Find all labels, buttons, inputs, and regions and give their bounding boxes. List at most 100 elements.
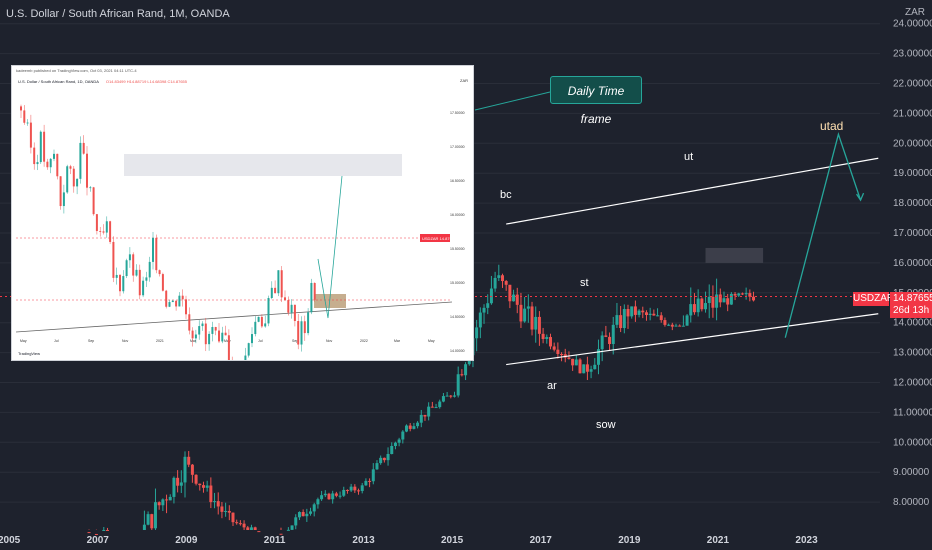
inset-time-tick: May bbox=[428, 339, 435, 343]
candle-body bbox=[412, 426, 416, 429]
candle-body bbox=[312, 504, 316, 512]
inset-candle-body bbox=[204, 323, 207, 345]
inset-price-tick: 15.00000 bbox=[450, 281, 465, 285]
inset-candle-body bbox=[145, 277, 148, 281]
candle-body bbox=[368, 480, 372, 482]
candle-body bbox=[619, 315, 623, 329]
price-tick-label: 17.00000 bbox=[893, 228, 932, 239]
candle-body bbox=[216, 501, 220, 507]
candle-body bbox=[596, 349, 600, 365]
candle-body bbox=[644, 312, 648, 315]
inset-candle-body bbox=[29, 122, 32, 148]
inset-candle-body bbox=[293, 304, 296, 322]
inset-candle-body bbox=[39, 131, 42, 163]
candle-body bbox=[224, 510, 228, 512]
label-sow: sow bbox=[596, 419, 616, 431]
candle-body bbox=[637, 310, 641, 315]
candle-body bbox=[571, 358, 575, 366]
candle-body bbox=[656, 315, 660, 317]
channel-upper-line bbox=[506, 157, 879, 225]
time-tick-label: 2013 bbox=[352, 535, 375, 546]
inset-candle-body bbox=[20, 106, 22, 111]
candle-body bbox=[179, 482, 183, 486]
candle-body bbox=[209, 485, 213, 503]
candle-body bbox=[449, 395, 453, 397]
candle-body bbox=[630, 306, 634, 317]
candle-body bbox=[534, 316, 538, 330]
candle-body bbox=[401, 431, 405, 440]
inset-candle-body bbox=[244, 355, 247, 360]
inset-candle-body bbox=[307, 312, 310, 334]
price-tick-label: 11.00000 bbox=[893, 407, 932, 418]
inset-time-tick: 2022 bbox=[360, 339, 368, 343]
candle-body bbox=[190, 464, 194, 475]
inset-candle-body bbox=[89, 187, 92, 189]
inset-time-tick: Sep bbox=[88, 339, 94, 343]
time-axis[interactable]: 2005 2007 2009 2011 2013 2015 2017 2019 2021 2023 bbox=[0, 535, 818, 546]
candle-body bbox=[416, 422, 420, 427]
candle-body bbox=[678, 325, 682, 327]
candle-body bbox=[497, 275, 501, 278]
candle-body bbox=[316, 499, 320, 505]
inset-price-tick: 14.50000 bbox=[450, 315, 465, 319]
candle-body bbox=[397, 439, 401, 443]
candle-body bbox=[161, 499, 165, 506]
inset-candle-body bbox=[198, 326, 201, 335]
candle-body bbox=[253, 527, 257, 530]
candle-body bbox=[320, 495, 324, 500]
candles bbox=[87, 264, 756, 535]
inset-candle-body bbox=[221, 332, 224, 342]
timeframe-callout[interactable]: Daily Time frame bbox=[550, 76, 642, 126]
candle-body bbox=[633, 306, 637, 315]
candle-body bbox=[393, 442, 397, 446]
candle-body bbox=[242, 523, 246, 528]
candle-body bbox=[345, 489, 349, 491]
candle-body bbox=[737, 293, 741, 296]
time-tick-label: 2019 bbox=[618, 535, 641, 546]
candle-body bbox=[146, 514, 150, 525]
time-tick-label: 2015 bbox=[441, 535, 464, 546]
candle-body bbox=[227, 510, 231, 513]
inset-candle-body bbox=[49, 158, 52, 168]
inset-candle-body bbox=[72, 168, 75, 187]
inset-candle-body bbox=[214, 327, 217, 331]
inset-candle-body bbox=[247, 343, 250, 356]
inset-title-text: U.S. Dollar / South African Rand, 1D, OA… bbox=[18, 79, 99, 84]
inset-candle-body bbox=[23, 110, 26, 123]
inset-candle-body bbox=[267, 297, 270, 324]
inset-time-tick: Jul bbox=[258, 339, 263, 343]
candle-body bbox=[545, 337, 549, 339]
inset-candle-body bbox=[33, 147, 36, 165]
inset-candle-body bbox=[290, 304, 293, 313]
time-tick-label: 2021 bbox=[707, 535, 730, 546]
candle-body bbox=[512, 294, 516, 302]
candle-body bbox=[523, 308, 527, 322]
inset-candle-body bbox=[62, 192, 65, 207]
inset-candle-body bbox=[59, 176, 62, 207]
label-bc: bc bbox=[500, 189, 512, 201]
price-tick-label: 12.00000 bbox=[893, 378, 932, 389]
candle-body bbox=[357, 490, 361, 492]
candle-body bbox=[733, 293, 737, 296]
inset-candle-body bbox=[218, 330, 220, 342]
inset-time-tick: Sep bbox=[292, 339, 298, 343]
inset-time-tick: Jul bbox=[54, 339, 59, 343]
inset-price-tick: 15.50000 bbox=[450, 247, 465, 251]
candle-body bbox=[342, 489, 346, 496]
inset-candle-body bbox=[128, 254, 131, 261]
inset-projection bbox=[317, 175, 343, 319]
bar-countdown: 26d 13h bbox=[893, 305, 930, 316]
inset-candle-body bbox=[254, 321, 257, 335]
inset-candle-body bbox=[95, 214, 98, 232]
candle-body bbox=[194, 474, 198, 484]
inset-candle-body bbox=[185, 299, 187, 315]
inset-candle-body bbox=[168, 302, 171, 307]
candle-body bbox=[482, 307, 486, 313]
price-axis[interactable]: 24.00000 23.00000 22.00000 21.00000 20.00000… bbox=[893, 7, 932, 508]
candle-body bbox=[744, 293, 748, 295]
inset-price-tick: 16.50000 bbox=[450, 179, 465, 183]
inset-candle-body bbox=[161, 274, 164, 291]
candle-body bbox=[419, 414, 423, 423]
candle-body bbox=[626, 309, 630, 317]
candle-body bbox=[593, 364, 597, 370]
